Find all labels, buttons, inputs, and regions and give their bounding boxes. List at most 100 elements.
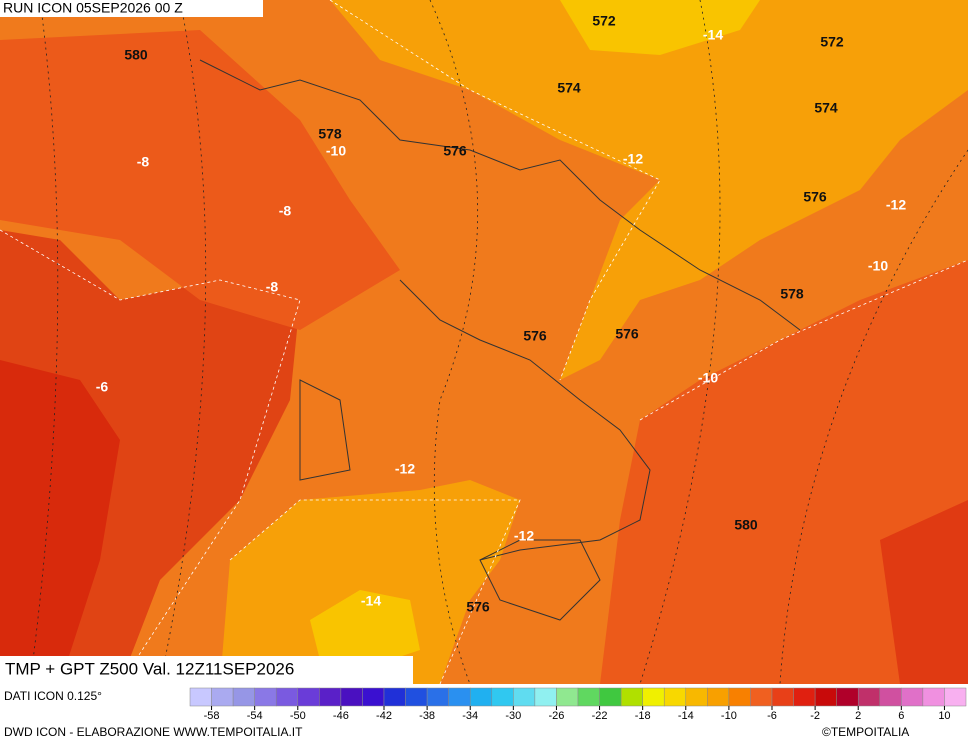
contour-label: 580 (734, 517, 758, 533)
island (479, 539, 601, 621)
contour-label: 574 (557, 80, 581, 96)
height-contour (639, 0, 721, 685)
colorbar-swatch (232, 687, 255, 707)
colorbar-swatch (793, 687, 816, 707)
contour-label: -8 (266, 279, 279, 295)
run-label: RUN ICON 05SEP2026 00 Z (3, 0, 183, 16)
temp-field (880, 500, 968, 684)
contour-label: 576 (615, 326, 639, 342)
copyright: ©TEMPOITALIA (822, 725, 909, 739)
colorbar-label: -50 (290, 710, 306, 722)
colorbar-swatch (707, 687, 730, 707)
contour-label: -10 (326, 143, 346, 159)
colorbar-label: -42 (376, 710, 392, 722)
colorbar-label: -22 (592, 710, 608, 722)
isotherm (329, 0, 661, 381)
colorbar-label: -6 (767, 710, 777, 722)
colorbar-swatch (297, 687, 320, 707)
contour-label: -8 (137, 154, 150, 170)
colorbar-label: 2 (855, 710, 861, 722)
colorbar-swatch (857, 687, 881, 707)
colorbar-swatch (513, 687, 536, 707)
contour-label: 580 (124, 47, 148, 63)
colorbar-swatch (750, 687, 773, 707)
contour-label: -8 (279, 203, 292, 219)
colorbar-swatch (879, 687, 902, 707)
colorbar-swatch (448, 687, 471, 707)
contour-label: -10 (868, 258, 888, 274)
colorbar-label: -46 (333, 710, 349, 722)
contour-label: 572 (592, 13, 616, 29)
borders (199, 59, 801, 621)
contour-label: 578 (318, 126, 342, 142)
colorbar-swatch (189, 687, 212, 707)
colorbar-swatch (836, 687, 859, 707)
colorbar-swatch (577, 687, 600, 707)
colorbar-swatch (814, 687, 837, 707)
colorbar: -58 -54 -50 -46 -42 -38 -34 -30 -26 -22 -18 -14 -10-… (189, 687, 967, 722)
colorbar-label: -2 (810, 710, 820, 722)
contour-label: -10 (698, 370, 718, 386)
colorbar-swatch (491, 687, 514, 707)
colorbar-swatch (599, 687, 622, 707)
colorbar-swatch (362, 687, 385, 707)
colorbar-label: -26 (548, 710, 564, 722)
contour-label: -14 (703, 27, 723, 43)
colorbar-swatch (728, 687, 751, 707)
colorbar-label: -30 (505, 710, 521, 722)
colorbar-label: 10 (938, 710, 950, 722)
colorbar-label: 6 (898, 710, 904, 722)
contour-label: -12 (886, 197, 906, 213)
isotherm (0, 229, 301, 685)
colorbar-swatch (944, 687, 967, 707)
height-contour (779, 149, 968, 685)
colorbar-swatch (405, 687, 428, 707)
temp-field (310, 590, 420, 670)
colorbar-swatch (685, 687, 708, 707)
temp-field (0, 30, 400, 330)
contour-label: -12 (623, 151, 643, 167)
coastline (199, 59, 801, 331)
colorbar-swatch (275, 687, 299, 707)
colorbar-swatch (922, 687, 945, 707)
title-box (0, 656, 413, 684)
colorbar-swatch (556, 687, 579, 707)
temp-field (0, 360, 120, 684)
colorbar-label: -58 (204, 710, 220, 722)
colorbar-swatch (534, 687, 557, 707)
colorbar-swatch (319, 687, 342, 707)
colorbar-swatch (211, 687, 234, 707)
map-title: TMP + GPT Z500 Val. 12Z11SEP2026 (5, 659, 294, 678)
colorbar-label: -54 (247, 710, 263, 722)
contour-label: 572 (820, 34, 844, 50)
colorbar-label: -10 (721, 710, 737, 722)
height-contours (29, 0, 968, 685)
colorbar-swatch (901, 687, 924, 707)
contour-label: -12 (514, 528, 534, 544)
colorbar-swatch (469, 687, 493, 707)
contour-label: 576 (466, 599, 490, 615)
source: DATI ICON 0.125° (4, 689, 102, 703)
contour-label: 576 (523, 328, 547, 344)
colorbar-swatch (383, 687, 406, 707)
colorbar-swatch (254, 687, 277, 707)
temp-field (560, 0, 760, 55)
credit: DWD ICON - ELABORAZIONE WWW.TEMPOITALIA.… (4, 725, 303, 739)
temp-field (330, 0, 968, 380)
colorbar-label: -14 (678, 710, 694, 722)
colorbar-label: -18 (635, 710, 651, 722)
contour-label: 578 (780, 286, 804, 302)
colorbar-swatch (642, 687, 665, 707)
colorbar-swatch (771, 687, 794, 707)
coastline (399, 279, 651, 561)
island (299, 379, 351, 481)
colorbar-swatch (620, 687, 643, 707)
run-box (0, 0, 263, 17)
contour-label: 574 (814, 100, 838, 116)
contour-label: 576 (443, 143, 467, 159)
temp-field (220, 480, 520, 684)
contour-label: 576 (803, 189, 827, 205)
